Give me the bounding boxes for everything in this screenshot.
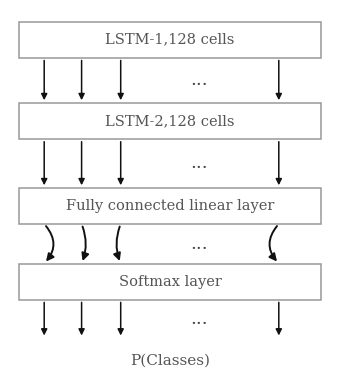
Text: LSTM-2,128 cells: LSTM-2,128 cells xyxy=(105,114,235,128)
FancyBboxPatch shape xyxy=(19,22,321,57)
Text: ...: ... xyxy=(190,71,208,89)
FancyBboxPatch shape xyxy=(19,103,321,139)
Text: Softmax layer: Softmax layer xyxy=(119,274,221,289)
Text: ...: ... xyxy=(190,235,208,253)
Text: P(Classes): P(Classes) xyxy=(130,354,210,368)
FancyBboxPatch shape xyxy=(19,264,321,299)
Text: LSTM-1,128 cells: LSTM-1,128 cells xyxy=(105,33,235,47)
Text: Fully connected linear layer: Fully connected linear layer xyxy=(66,199,274,213)
Text: ...: ... xyxy=(190,155,208,172)
Text: ...: ... xyxy=(190,310,208,328)
FancyBboxPatch shape xyxy=(19,188,321,224)
